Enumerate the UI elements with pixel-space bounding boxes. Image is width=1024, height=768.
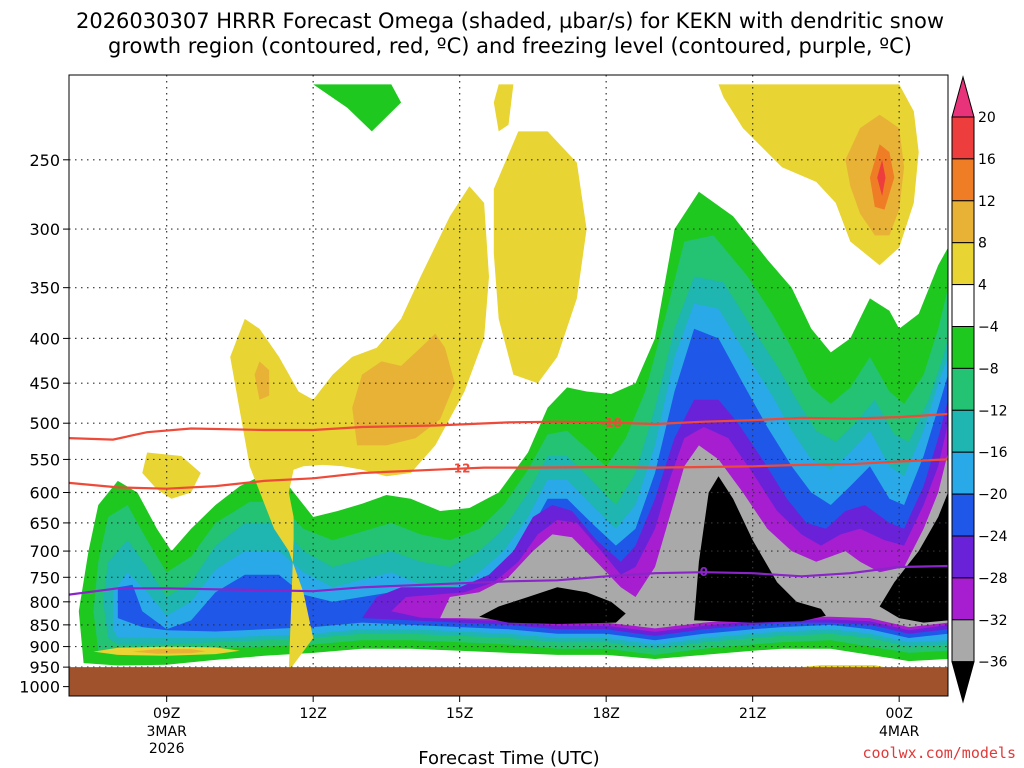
- xtick-year-0: 2026: [149, 741, 185, 757]
- omega-region-c16-23: [877, 159, 886, 196]
- plot-area: -18 -12 0: [69, 75, 948, 696]
- ytick-label-350: 350: [29, 279, 60, 298]
- colorbar-label-5: −4: [978, 320, 999, 336]
- omega-region-cm36-9: [694, 476, 826, 623]
- omega-region-cm36-8: [479, 587, 626, 624]
- freezing-contour-0: [69, 564, 948, 596]
- colorbar-label-6: −8: [978, 361, 999, 377]
- colorbar-swatch-0: [951, 116, 975, 160]
- credit-text: coolwx.com/models: [862, 744, 1016, 762]
- colorbar-label-4: 4: [978, 278, 987, 294]
- colorbar-label-7: −12: [978, 403, 1008, 419]
- colorbar-swatch-1: [951, 158, 975, 202]
- plot-frame: [68, 74, 949, 697]
- omega-region-cm32-7: [440, 445, 948, 629]
- ytick-label-950: 950: [29, 658, 60, 677]
- colorbar-label-11: −28: [978, 571, 1008, 587]
- colorbar-label-0: 20: [978, 110, 996, 126]
- ground-surface: [69, 667, 948, 696]
- colorbar-swatch-4: [951, 284, 975, 328]
- ytick-label-300: 300: [29, 220, 60, 239]
- omega-region-cm4-18: [313, 84, 402, 132]
- ytick-label-1000: 1000: [19, 678, 60, 697]
- omega-region-cm36-10: [879, 492, 948, 623]
- colorbar-swatch-5: [951, 326, 975, 369]
- colorbar-swatch-12: [951, 619, 975, 663]
- ytick-label-850: 850: [29, 616, 60, 635]
- xtick-label-3: 18Z: [592, 706, 619, 722]
- ytick-label-650: 650: [29, 514, 60, 533]
- omega-region-c4-24: [801, 665, 885, 668]
- colorbar-label-3: 8: [978, 236, 987, 252]
- omega-region-c8-14: [352, 333, 455, 446]
- xtick-label-5: 00Z: [885, 706, 912, 722]
- colorbar-label-12: −32: [978, 613, 1008, 629]
- x-axis-label: Forecast Time (UTC): [418, 748, 599, 768]
- colorbar-label-1: 16: [978, 152, 996, 168]
- colorbar-swatch-2: [951, 200, 975, 244]
- dgz-contour-label--18: -18: [600, 416, 622, 430]
- xtick-sublabel-0: 3MAR: [147, 724, 188, 740]
- colorbar-swatch-11: [951, 577, 975, 621]
- colorbar-bottom-arrow: [951, 661, 975, 704]
- dgz-contour--12: [69, 458, 948, 490]
- omega-region-c8-15: [254, 361, 270, 400]
- chart-title-line-2: growth region (contoured, red, ºC) and f…: [108, 34, 912, 58]
- ytick-label-550: 550: [29, 450, 60, 469]
- colorbar: 20 16 12 8 4 −4 −8 −12 −16 −20 −24 −28 −32 −36: [951, 75, 1008, 704]
- dgz-contour-label--12: -12: [449, 461, 471, 475]
- colorbar-swatch-8: [951, 451, 975, 495]
- ytick-label-800: 800: [29, 593, 60, 612]
- xtick-label-2: 15Z: [446, 706, 473, 722]
- xtick-label-1: 12Z: [299, 706, 326, 722]
- ytick-label-400: 400: [29, 329, 60, 348]
- colorbar-label-10: −24: [978, 529, 1008, 545]
- xtick-sublabel-5: 4MAR: [879, 724, 920, 740]
- dgz-contour--18: [69, 412, 948, 441]
- colorbar-swatch-6: [951, 367, 975, 411]
- ytick-label-500: 500: [29, 414, 60, 433]
- omega-region-c8-12: [132, 649, 206, 654]
- ytick-label-900: 900: [29, 638, 60, 657]
- xtick-label-0: 09Z: [153, 706, 180, 722]
- ytick-label-250: 250: [29, 151, 60, 170]
- ytick-label-700: 700: [29, 542, 60, 561]
- pressure-axis: 250 300 350 400 450 500 550 600 650 700 750 800 850 9…: [19, 151, 69, 697]
- colorbar-label-9: −20: [978, 487, 1008, 503]
- omega-shading: [78, 84, 948, 672]
- colorbar-swatch-9: [951, 493, 975, 537]
- colorbar-top-arrow: [951, 75, 975, 118]
- colorbar-swatch-7: [951, 409, 975, 453]
- temperature-contours: -18 -12 0: [69, 412, 948, 596]
- colorbar-label-2: 12: [978, 194, 996, 210]
- ytick-label-750: 750: [29, 568, 60, 587]
- chart-title-line-1: 2026030307 HRRR Forecast Omega (shaded, …: [76, 9, 944, 33]
- colorbar-label-13: −36: [978, 655, 1008, 671]
- omega-region-c4-17: [493, 131, 587, 384]
- freezing-contour-label-0: 0: [700, 565, 708, 579]
- omega-region-c4-19: [493, 84, 514, 132]
- colorbar-label-8: −16: [978, 445, 1008, 461]
- colorbar-swatch-10: [951, 535, 975, 579]
- ytick-label-450: 450: [29, 374, 60, 393]
- colorbar-swatch-3: [951, 242, 975, 286]
- ytick-label-600: 600: [29, 483, 60, 502]
- xtick-label-4: 21Z: [739, 706, 766, 722]
